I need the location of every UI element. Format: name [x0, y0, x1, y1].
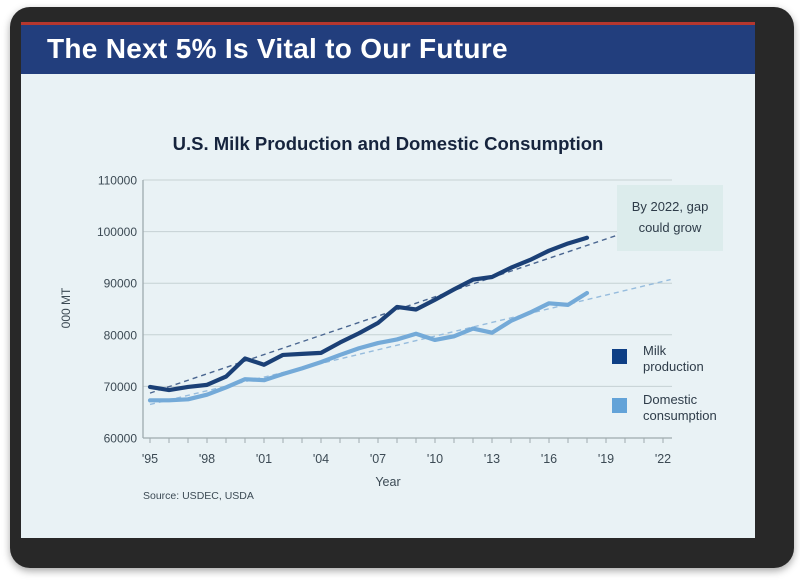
annotation-callout: By 2022, gap could grow [617, 185, 723, 251]
title-banner: The Next 5% Is Vital to Our Future [21, 22, 755, 74]
x-tick-label: '98 [199, 452, 215, 466]
series-line-milk-production [147, 235, 590, 393]
x-tick-label: '13 [484, 452, 500, 466]
legend-label-domestic-consumption: Domestic consumption [643, 392, 717, 424]
legend-swatch-milk-production [612, 349, 627, 364]
source-note: Source: USDEC, USDA [143, 490, 254, 502]
banner-title: The Next 5% Is Vital to Our Future [47, 33, 508, 64]
x-tick-label: '22 [655, 452, 671, 466]
y-tick-label: 60000 [104, 432, 138, 446]
y-axis-label: 000 MT [59, 287, 73, 329]
x-tick-label: '07 [370, 452, 386, 466]
y-tick-label: 110000 [98, 174, 137, 188]
x-axis-label: Year [375, 475, 401, 489]
annotation-line-1: By 2022, gap [631, 199, 709, 214]
x-tick-label: '01 [256, 452, 272, 466]
y-tick-label: 100000 [97, 225, 137, 239]
y-tick-label: 90000 [104, 277, 138, 291]
legend-label-milk-production: Milk production [643, 343, 704, 375]
y-tick-label: 70000 [104, 380, 138, 394]
legend-label-line: Milk [643, 343, 667, 358]
annotation-line-2: could grow [638, 220, 702, 235]
x-tick-label: '10 [427, 452, 443, 466]
y-tick-label: 80000 [104, 328, 138, 342]
legend-label-line: consumption [643, 408, 717, 423]
chart-svg: 60000 70000 80000 90000 100000 110000 '95 '98 '0… [97, 174, 672, 466]
legend-label-line: production [643, 359, 704, 374]
x-tick-label: '04 [313, 452, 329, 466]
chart-title: U.S. Milk Production and Domestic Consum… [172, 133, 604, 154]
x-tick-label: '16 [541, 452, 557, 466]
x-tick-label: '19 [598, 452, 614, 466]
legend-label-line: Domestic [643, 392, 698, 407]
series-line-domestic-consumption [147, 290, 590, 403]
legend-swatch-domestic-consumption [612, 398, 627, 413]
x-tick-label: '95 [142, 452, 158, 466]
slide: The Next 5% Is Vital to Our Future U.S. … [21, 22, 755, 538]
